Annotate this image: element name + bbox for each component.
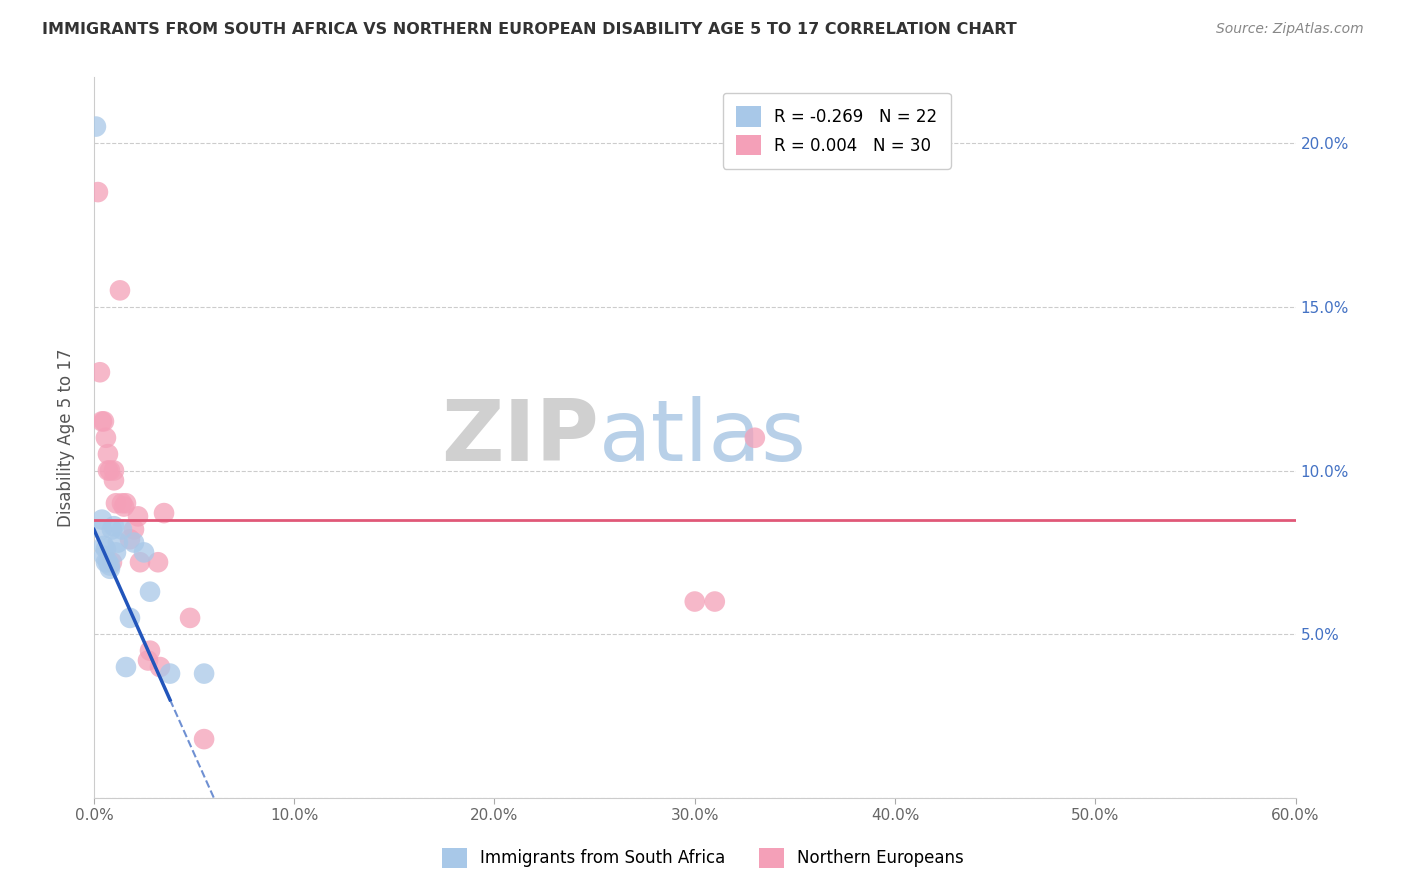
Point — [103, 463, 125, 477]
Point — [153, 506, 176, 520]
Y-axis label: Disability Age 5 to 17: Disability Age 5 to 17 — [58, 349, 75, 527]
Point — [93, 539, 115, 553]
Point — [91, 414, 114, 428]
Text: atlas: atlas — [599, 396, 807, 479]
Text: ZIP: ZIP — [441, 396, 599, 479]
Point — [136, 653, 159, 667]
Point — [111, 496, 134, 510]
Point — [108, 284, 131, 298]
Point — [127, 509, 149, 524]
Point — [107, 535, 129, 549]
Point — [139, 643, 162, 657]
Legend: Immigrants from South Africa, Northern Europeans: Immigrants from South Africa, Northern E… — [436, 841, 970, 875]
Point — [703, 594, 725, 608]
Point — [91, 513, 114, 527]
Point — [101, 555, 124, 569]
Point — [98, 463, 121, 477]
Legend: R = -0.269   N = 22, R = 0.004   N = 30: R = -0.269 N = 22, R = 0.004 N = 30 — [723, 93, 950, 169]
Point — [118, 533, 141, 547]
Point — [122, 523, 145, 537]
Point — [179, 611, 201, 625]
Point — [94, 555, 117, 569]
Point — [111, 523, 134, 537]
Point — [115, 496, 138, 510]
Point — [87, 185, 110, 199]
Point — [744, 431, 766, 445]
Point — [93, 549, 115, 563]
Point — [98, 558, 121, 573]
Point — [103, 519, 125, 533]
Point — [93, 414, 115, 428]
Text: IMMIGRANTS FROM SOUTH AFRICA VS NORTHERN EUROPEAN DISABILITY AGE 5 TO 17 CORRELA: IMMIGRANTS FROM SOUTH AFRICA VS NORTHERN… — [42, 22, 1017, 37]
Point — [101, 523, 124, 537]
Point — [115, 660, 138, 674]
Point — [98, 562, 121, 576]
Point — [193, 732, 215, 747]
Point — [97, 555, 120, 569]
Point — [139, 584, 162, 599]
Text: Source: ZipAtlas.com: Source: ZipAtlas.com — [1216, 22, 1364, 37]
Point — [94, 542, 117, 557]
Point — [97, 447, 120, 461]
Point — [84, 120, 107, 134]
Point — [146, 555, 169, 569]
Point — [683, 594, 706, 608]
Point — [132, 545, 155, 559]
Point — [89, 365, 111, 379]
Point — [103, 473, 125, 487]
Point — [91, 523, 114, 537]
Point — [97, 463, 120, 477]
Point — [149, 660, 172, 674]
Point — [129, 555, 152, 569]
Point — [122, 535, 145, 549]
Point — [193, 666, 215, 681]
Point — [104, 545, 127, 559]
Point — [94, 431, 117, 445]
Point — [104, 496, 127, 510]
Point — [118, 611, 141, 625]
Point — [112, 500, 135, 514]
Point — [159, 666, 181, 681]
